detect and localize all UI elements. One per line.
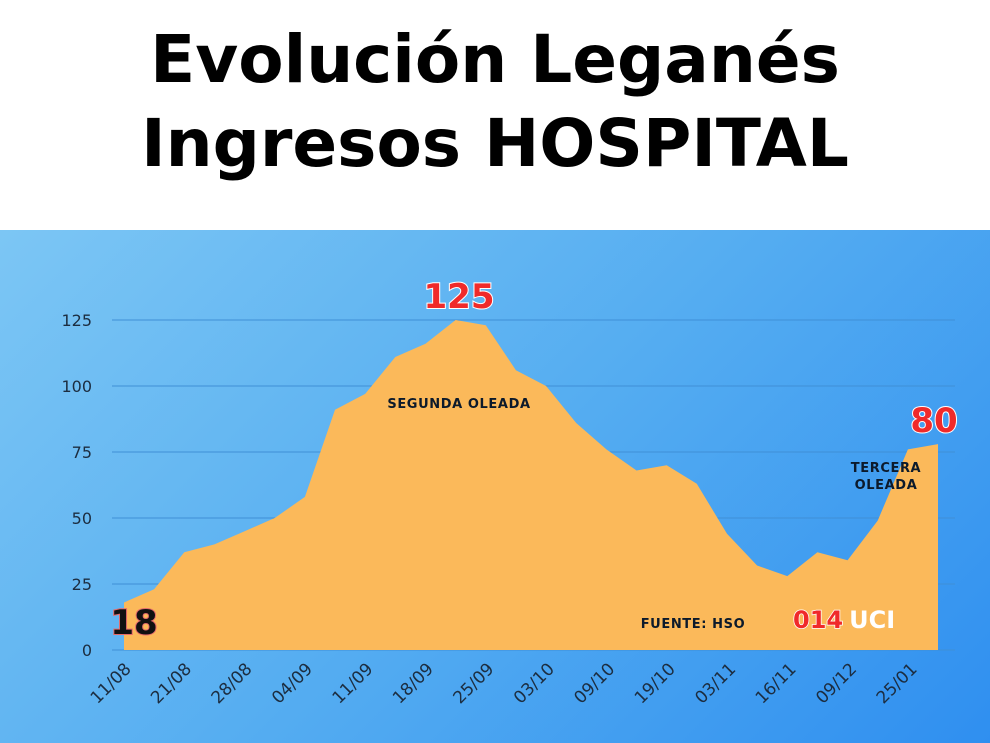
x-axis-ticks: 11/08 21/08 28/08 04/09 11/09 18/09 25/09 03/10… xyxy=(87,659,922,708)
x-tick-label: 09/10 xyxy=(570,659,619,708)
chart-panel: 0 25 50 75 100 125 11/08 21/08 28/08 04/09 11/09 1… xyxy=(0,230,990,743)
y-axis-ticks: 0 25 50 75 100 125 xyxy=(61,311,92,660)
x-tick-label: 25/09 xyxy=(450,659,499,708)
start-value-label: 18 xyxy=(110,603,157,643)
third-wave-label-line-2: OLEADA xyxy=(855,478,918,493)
x-tick-label: 11/08 xyxy=(87,659,136,708)
x-tick-label: 11/09 xyxy=(329,659,378,708)
x-tick-label: 19/10 xyxy=(631,659,680,708)
y-tick-label: 75 xyxy=(72,443,92,462)
uci-number: 014 xyxy=(793,606,843,634)
second-wave-label: SEGUNDA OLEADA xyxy=(387,397,530,412)
area-series xyxy=(124,320,938,650)
x-tick-label: 03/11 xyxy=(691,659,740,708)
source-label: FUENTE: HSO xyxy=(641,617,746,632)
x-tick-label: 09/12 xyxy=(812,659,861,708)
x-tick-label: 04/09 xyxy=(268,659,317,708)
x-tick-label: 21/08 xyxy=(147,659,196,708)
end-value-label: 80 xyxy=(910,401,957,441)
title-line-2: Ingresos HOSPITAL xyxy=(141,105,849,182)
uci-annotation: 014 UCI xyxy=(793,606,895,634)
uci-label: UCI xyxy=(849,606,895,634)
x-tick-label: 25/01 xyxy=(873,659,922,708)
x-tick-label: 16/11 xyxy=(752,659,801,708)
title-line-1: Evolución Leganés xyxy=(150,21,840,98)
chart-title: Evolución Leganés Ingresos HOSPITAL xyxy=(0,18,990,186)
y-tick-label: 100 xyxy=(61,377,92,396)
y-tick-label: 0 xyxy=(82,641,92,660)
y-tick-label: 50 xyxy=(72,509,92,528)
y-tick-label: 25 xyxy=(72,575,92,594)
y-tick-label: 125 xyxy=(61,311,92,330)
peak-value-label: 125 xyxy=(424,277,495,317)
x-tick-label: 28/08 xyxy=(208,659,257,708)
x-tick-label: 03/10 xyxy=(510,659,559,708)
x-tick-label: 18/09 xyxy=(389,659,438,708)
third-wave-label-line-1: TERCERA xyxy=(851,461,921,476)
